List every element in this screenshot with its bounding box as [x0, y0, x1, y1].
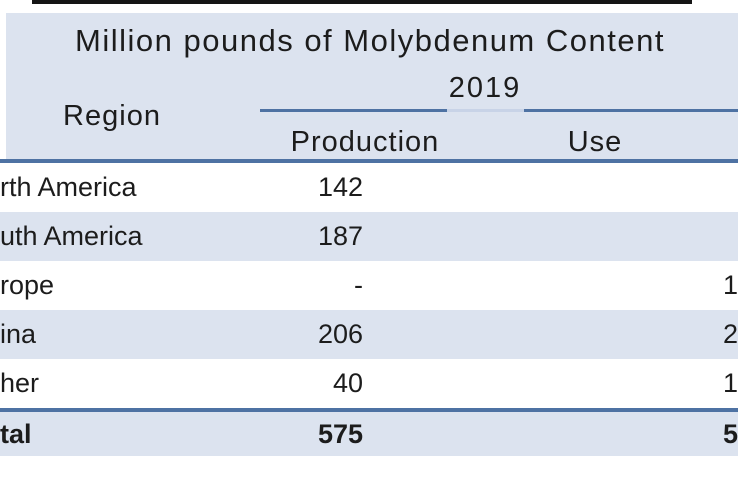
production-cell: 40	[332, 368, 363, 398]
total-row: tal 575 5	[0, 412, 738, 456]
table-row: ina 206 2	[0, 310, 738, 359]
column-header-production: Production	[290, 126, 440, 158]
table-row: rth America 142	[0, 163, 738, 212]
column-header-region: Region	[63, 100, 161, 132]
use-cell: 2	[723, 319, 739, 349]
year-underline-right-segment	[524, 109, 738, 112]
region-cell: uth America	[0, 221, 143, 251]
use-cell: 1	[723, 368, 739, 398]
cropped-top-edge-line	[32, 0, 692, 4]
table-header-background	[6, 13, 738, 159]
table-row: rope - 1	[0, 261, 738, 310]
total-row-top-rule	[0, 408, 738, 412]
table-row: her 40 1	[0, 359, 738, 408]
region-cell: tal	[0, 418, 32, 449]
year-underline-left-segment	[260, 109, 447, 112]
region-cell: ina	[0, 319, 37, 349]
use-cell	[723, 163, 741, 212]
column-header-use: Use	[567, 126, 623, 158]
use-cell	[723, 212, 741, 261]
header-bottom-rule	[0, 159, 738, 163]
year-underline-middle-gap	[447, 109, 524, 112]
region-cell: rth America	[0, 172, 137, 202]
table-title: Million pounds of Molybdenum Content	[75, 23, 665, 58]
region-cell: rope	[0, 270, 55, 300]
production-cell: 142	[317, 172, 363, 202]
table-row: uth America 187	[0, 212, 738, 261]
production-cell: -	[354, 270, 363, 300]
production-cell: 206	[317, 319, 363, 349]
use-cell: 1	[723, 270, 739, 300]
use-cell: 5	[723, 418, 739, 449]
year-spanner-header: 2019	[448, 72, 522, 104]
region-cell: her	[0, 368, 40, 398]
production-cell: 575	[317, 418, 363, 449]
production-cell: 187	[317, 221, 363, 251]
